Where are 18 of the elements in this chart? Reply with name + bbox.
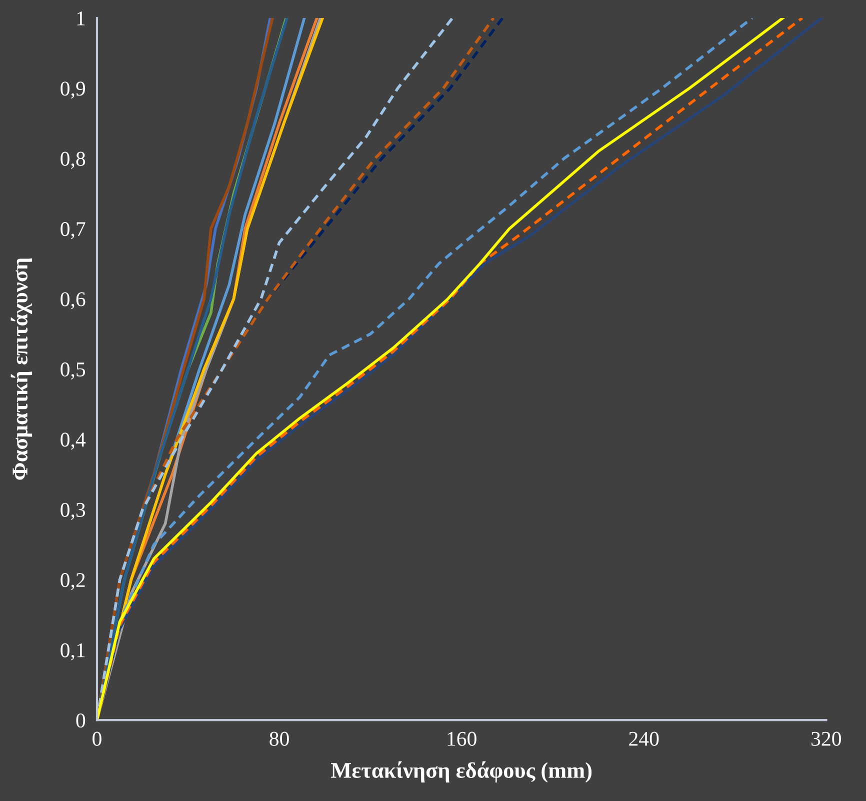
y-tick-label: 0,6 (60, 292, 86, 310)
x-tick-label: 240 (629, 732, 659, 746)
x-tick-label: 80 (270, 732, 289, 746)
x-tick-label: 320 (812, 732, 841, 746)
y-tick-label: 0,3 (60, 502, 86, 520)
y-tick-label: 0,8 (60, 152, 86, 169)
x-tick-label: 160 (448, 732, 476, 746)
y-tick-label: 0,9 (60, 82, 86, 99)
y-tick-label: 0,4 (60, 432, 86, 450)
x-axis-title: Μετακίνηση εδάφους (mm) (331, 761, 592, 782)
y-tick-label: 1 (77, 11, 85, 26)
y-tick-label: 0,7 (60, 222, 86, 240)
y-tick-label: 0,1 (60, 643, 85, 660)
y-tick-label: 0,5 (60, 362, 86, 380)
x-tick-label: 0 (92, 732, 102, 746)
y-tick-label: 0 (76, 713, 86, 728)
y-tick-label: 0,2 (60, 573, 85, 590)
y-axis-title: Φασματική επιτάχυνση (10, 258, 32, 480)
